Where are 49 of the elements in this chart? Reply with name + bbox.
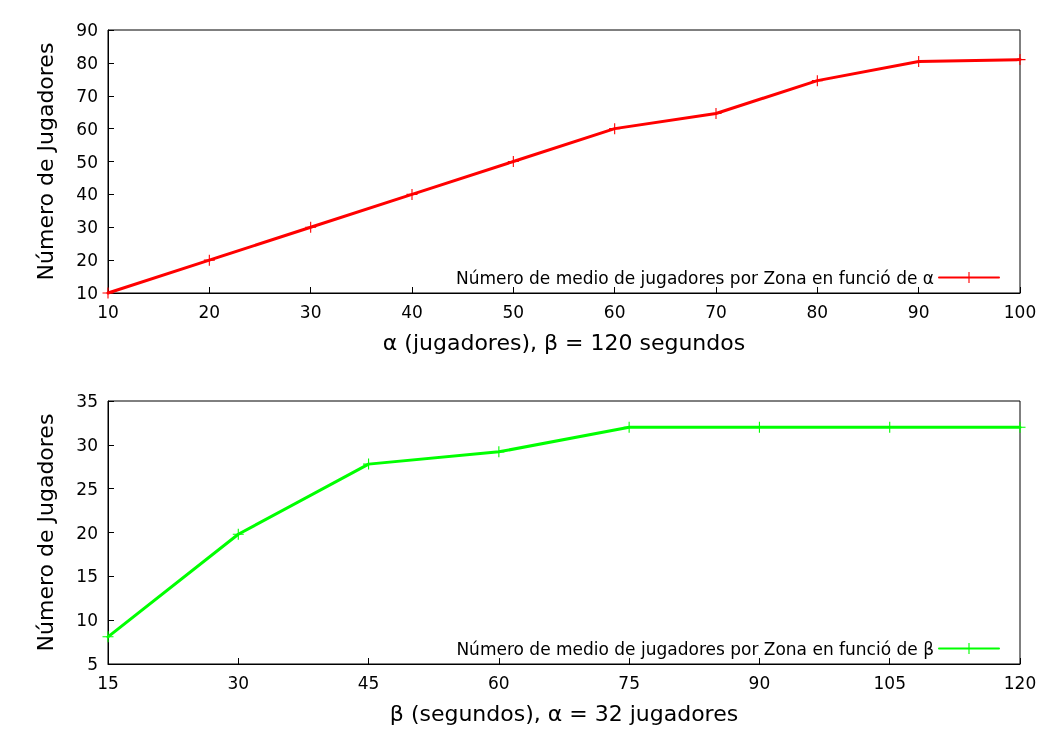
- x-tick-label: 30: [227, 672, 250, 693]
- point: [406, 188, 418, 200]
- x-tick-label: 45: [357, 672, 380, 693]
- x-tick-label: 50: [502, 301, 525, 322]
- x-tick-label: 60: [488, 672, 510, 693]
- y-tick-label: 25: [76, 478, 98, 499]
- y-tick-label: 60: [76, 118, 98, 139]
- y-tick-label: 35: [76, 391, 98, 411]
- x-axis-title: α (jugadores), β = 120 segundos: [382, 329, 746, 355]
- x-tick-label: 75: [618, 672, 640, 693]
- point: [507, 156, 519, 167]
- x-tick-label: 100: [1003, 301, 1037, 322]
- x-tick-label: 80: [806, 301, 829, 322]
- y-axis-title: Número de Jugadores: [32, 413, 58, 652]
- y-tick-label: 20: [76, 522, 98, 543]
- point: [102, 631, 114, 643]
- point: [203, 254, 215, 266]
- x-tick-label: 15: [97, 672, 119, 693]
- x-tick-label: 120: [1003, 672, 1037, 693]
- y-tick-label: 30: [76, 217, 98, 238]
- y-tick-label: 80: [76, 52, 98, 73]
- x-tick-label: 105: [873, 672, 906, 693]
- x-tick-label: 10: [97, 301, 119, 322]
- x-axis-title: β (segundos), α = 32 jugadores: [389, 700, 739, 726]
- x-tick-label: 60: [603, 301, 626, 322]
- y-tick-label: 70: [76, 85, 98, 106]
- point: [811, 75, 823, 87]
- x-tick-label: 70: [705, 301, 727, 322]
- legend-label: Número de medio de jugadores por Zona en funció de β: [456, 638, 934, 659]
- y-tick-label: 10: [76, 283, 98, 303]
- y-tick-label: 50: [76, 151, 98, 172]
- y-axis-title: Número de Jugadores: [32, 42, 58, 281]
- y-tick-label: 90: [76, 20, 98, 40]
- point: [102, 287, 114, 299]
- x-tick-label: 40: [401, 301, 423, 322]
- x-tick-label: 20: [198, 301, 221, 322]
- y-tick-label: 15: [76, 566, 98, 587]
- y-tick-label: 10: [76, 610, 98, 631]
- point: [305, 221, 317, 233]
- legend-label: Número de medio de jugadores por Zona en funció de α: [456, 267, 934, 288]
- y-tick-label: 30: [76, 434, 98, 455]
- y-tick-label: 5: [87, 654, 98, 674]
- point: [232, 528, 244, 540]
- point: [609, 123, 621, 135]
- y-tick-label: 40: [76, 184, 98, 205]
- x-tick-label: 90: [907, 301, 930, 322]
- x-tick-label: 90: [748, 672, 771, 693]
- y-tick-label: 20: [76, 250, 98, 271]
- x-tick-label: 30: [299, 301, 322, 322]
